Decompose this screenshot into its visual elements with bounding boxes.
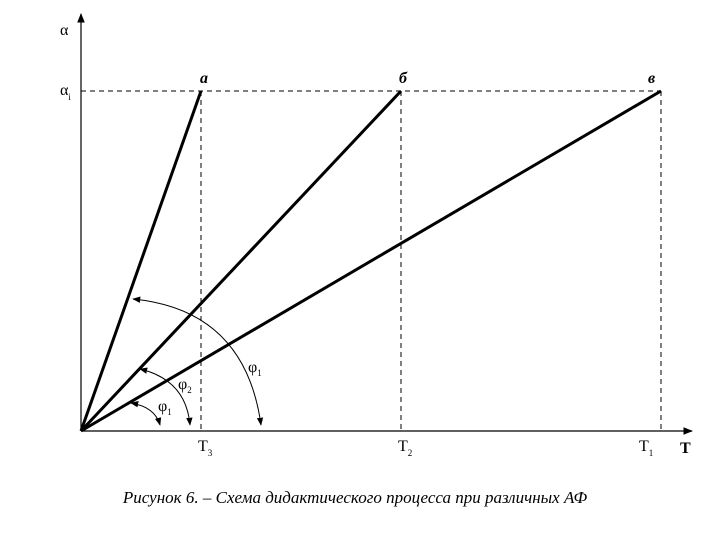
tick-label: T1	[639, 438, 653, 458]
angle-label: φ1	[158, 398, 172, 417]
point-labels: а б в	[200, 70, 655, 87]
label-sub: 1	[257, 368, 262, 378]
arc-middle	[139, 367, 193, 426]
arc-inner	[130, 401, 162, 426]
label-base: φ	[178, 376, 187, 393]
tick-label: T3	[198, 438, 213, 458]
level-label: αi	[60, 82, 71, 102]
label-base: T	[198, 438, 208, 455]
process-lines	[79, 89, 662, 433]
label-base: φ	[248, 359, 257, 376]
angle-label: φ1	[248, 359, 262, 378]
tick-labels: T3 T2 T1	[198, 438, 653, 458]
x-axis-label: T	[680, 440, 691, 457]
y-axis-label: α	[60, 22, 69, 39]
angle-label: φ2	[178, 376, 192, 395]
point-label: б	[399, 70, 408, 87]
tick-label: T2	[398, 438, 412, 458]
point-label: в	[648, 70, 655, 87]
label-base: α	[60, 82, 69, 99]
label-sub: 1	[167, 407, 172, 417]
label-base: T	[639, 438, 649, 455]
label-base: T	[398, 438, 408, 455]
line-a	[79, 90, 203, 432]
label-base: φ	[158, 398, 167, 415]
point-label: а	[200, 70, 208, 87]
label-sub: 3	[208, 448, 213, 458]
line-b	[79, 89, 403, 433]
label-sub: i	[68, 92, 71, 102]
angle-arcs	[130, 296, 264, 426]
label-sub: 1	[649, 448, 654, 458]
line-v	[80, 89, 662, 433]
label-sub: 2	[187, 385, 192, 395]
arc-outer	[132, 296, 264, 426]
caption: Рисунок 6. – Схема дидактического процес…	[122, 488, 588, 507]
label-sub: 2	[408, 448, 413, 458]
